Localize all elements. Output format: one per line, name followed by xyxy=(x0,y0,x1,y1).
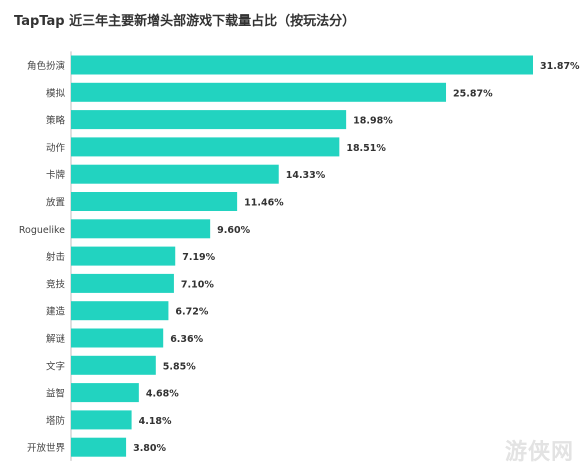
bar xyxy=(71,137,340,157)
category-label: 竞技 xyxy=(46,278,66,290)
value-label: 4.18% xyxy=(139,416,172,427)
value-label: 14.33% xyxy=(286,170,326,181)
bar xyxy=(71,110,347,130)
bar xyxy=(71,164,279,184)
category-label: 放置 xyxy=(46,197,65,209)
category-label: 建造 xyxy=(46,306,66,318)
category-label: 塔防 xyxy=(46,415,66,427)
value-label: 5.85% xyxy=(163,361,196,372)
chart-title: TapTap 近三年主要新增头部游戏下载量占比（按玩法分） xyxy=(14,14,356,29)
bar xyxy=(71,301,169,321)
value-label: 7.19% xyxy=(182,252,215,263)
bar xyxy=(71,383,139,403)
bar xyxy=(71,55,533,75)
bar xyxy=(71,219,211,239)
bar xyxy=(71,328,164,348)
category-label: 动作 xyxy=(46,142,66,154)
value-label: 6.72% xyxy=(175,307,208,318)
value-label: 9.60% xyxy=(217,225,250,236)
value-label: 7.10% xyxy=(181,279,214,290)
value-label: 31.87% xyxy=(540,61,580,72)
category-label: 益智 xyxy=(46,388,65,400)
bar xyxy=(71,246,176,266)
category-label: 角色扮演 xyxy=(27,60,65,72)
value-label: 4.68% xyxy=(146,389,179,400)
value-label: 6.36% xyxy=(170,334,203,345)
bar xyxy=(71,437,127,457)
category-label: 解谜 xyxy=(46,333,66,345)
value-label: 25.87% xyxy=(453,88,493,99)
category-label: Roguelike xyxy=(19,225,65,236)
bar xyxy=(71,192,238,211)
value-label: 3.80% xyxy=(133,443,166,454)
value-label: 18.51% xyxy=(346,143,386,154)
bar xyxy=(71,410,132,430)
category-label: 策略 xyxy=(46,115,66,127)
category-label: 卡牌 xyxy=(46,169,66,181)
bar xyxy=(71,273,174,293)
watermark-logo: 游侠网 xyxy=(504,440,574,465)
category-label: 模拟 xyxy=(46,87,66,99)
bar xyxy=(71,82,447,102)
value-label: 11.46% xyxy=(244,198,284,209)
category-label: 射击 xyxy=(46,251,65,263)
bar xyxy=(71,355,156,375)
category-label: 文字 xyxy=(46,360,65,372)
category-label: 开放世界 xyxy=(27,442,66,454)
value-label: 18.98% xyxy=(353,116,393,127)
